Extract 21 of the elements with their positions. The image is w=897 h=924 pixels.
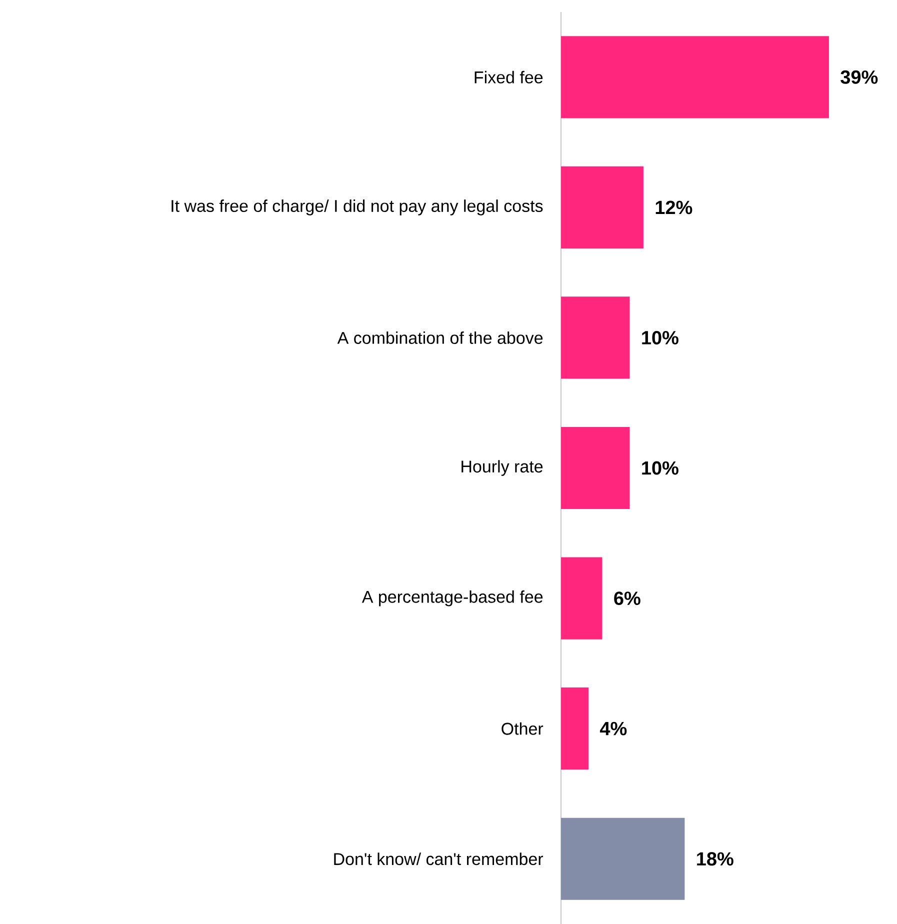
data-label: 4% <box>600 722 627 736</box>
bar <box>561 166 644 248</box>
data-label: 6% <box>614 592 640 606</box>
y-tick-label: It was free of charge/ I did not pay any legal costs <box>172 200 543 216</box>
data-label: 18% <box>697 852 734 866</box>
data-label: 10% <box>642 461 678 475</box>
bar <box>561 426 630 510</box>
bar <box>561 296 630 379</box>
bar <box>561 688 588 770</box>
data-label: 10% <box>642 330 678 344</box>
y-tick-label: Other <box>502 722 544 735</box>
y-tick-label: Don't know/ can't remember <box>334 852 544 866</box>
y-tick-label: A percentage-based fee <box>362 590 543 606</box>
data-label: 12% <box>656 200 692 214</box>
bar <box>561 36 829 118</box>
bar <box>561 557 602 640</box>
y-tick-label: A combination of the above <box>337 331 543 344</box>
data-label: 39% <box>840 70 878 84</box>
y-tick-label: Fixed fee <box>474 70 543 84</box>
y-tick-label: Hourly rate <box>462 460 543 476</box>
bar <box>561 818 685 900</box>
